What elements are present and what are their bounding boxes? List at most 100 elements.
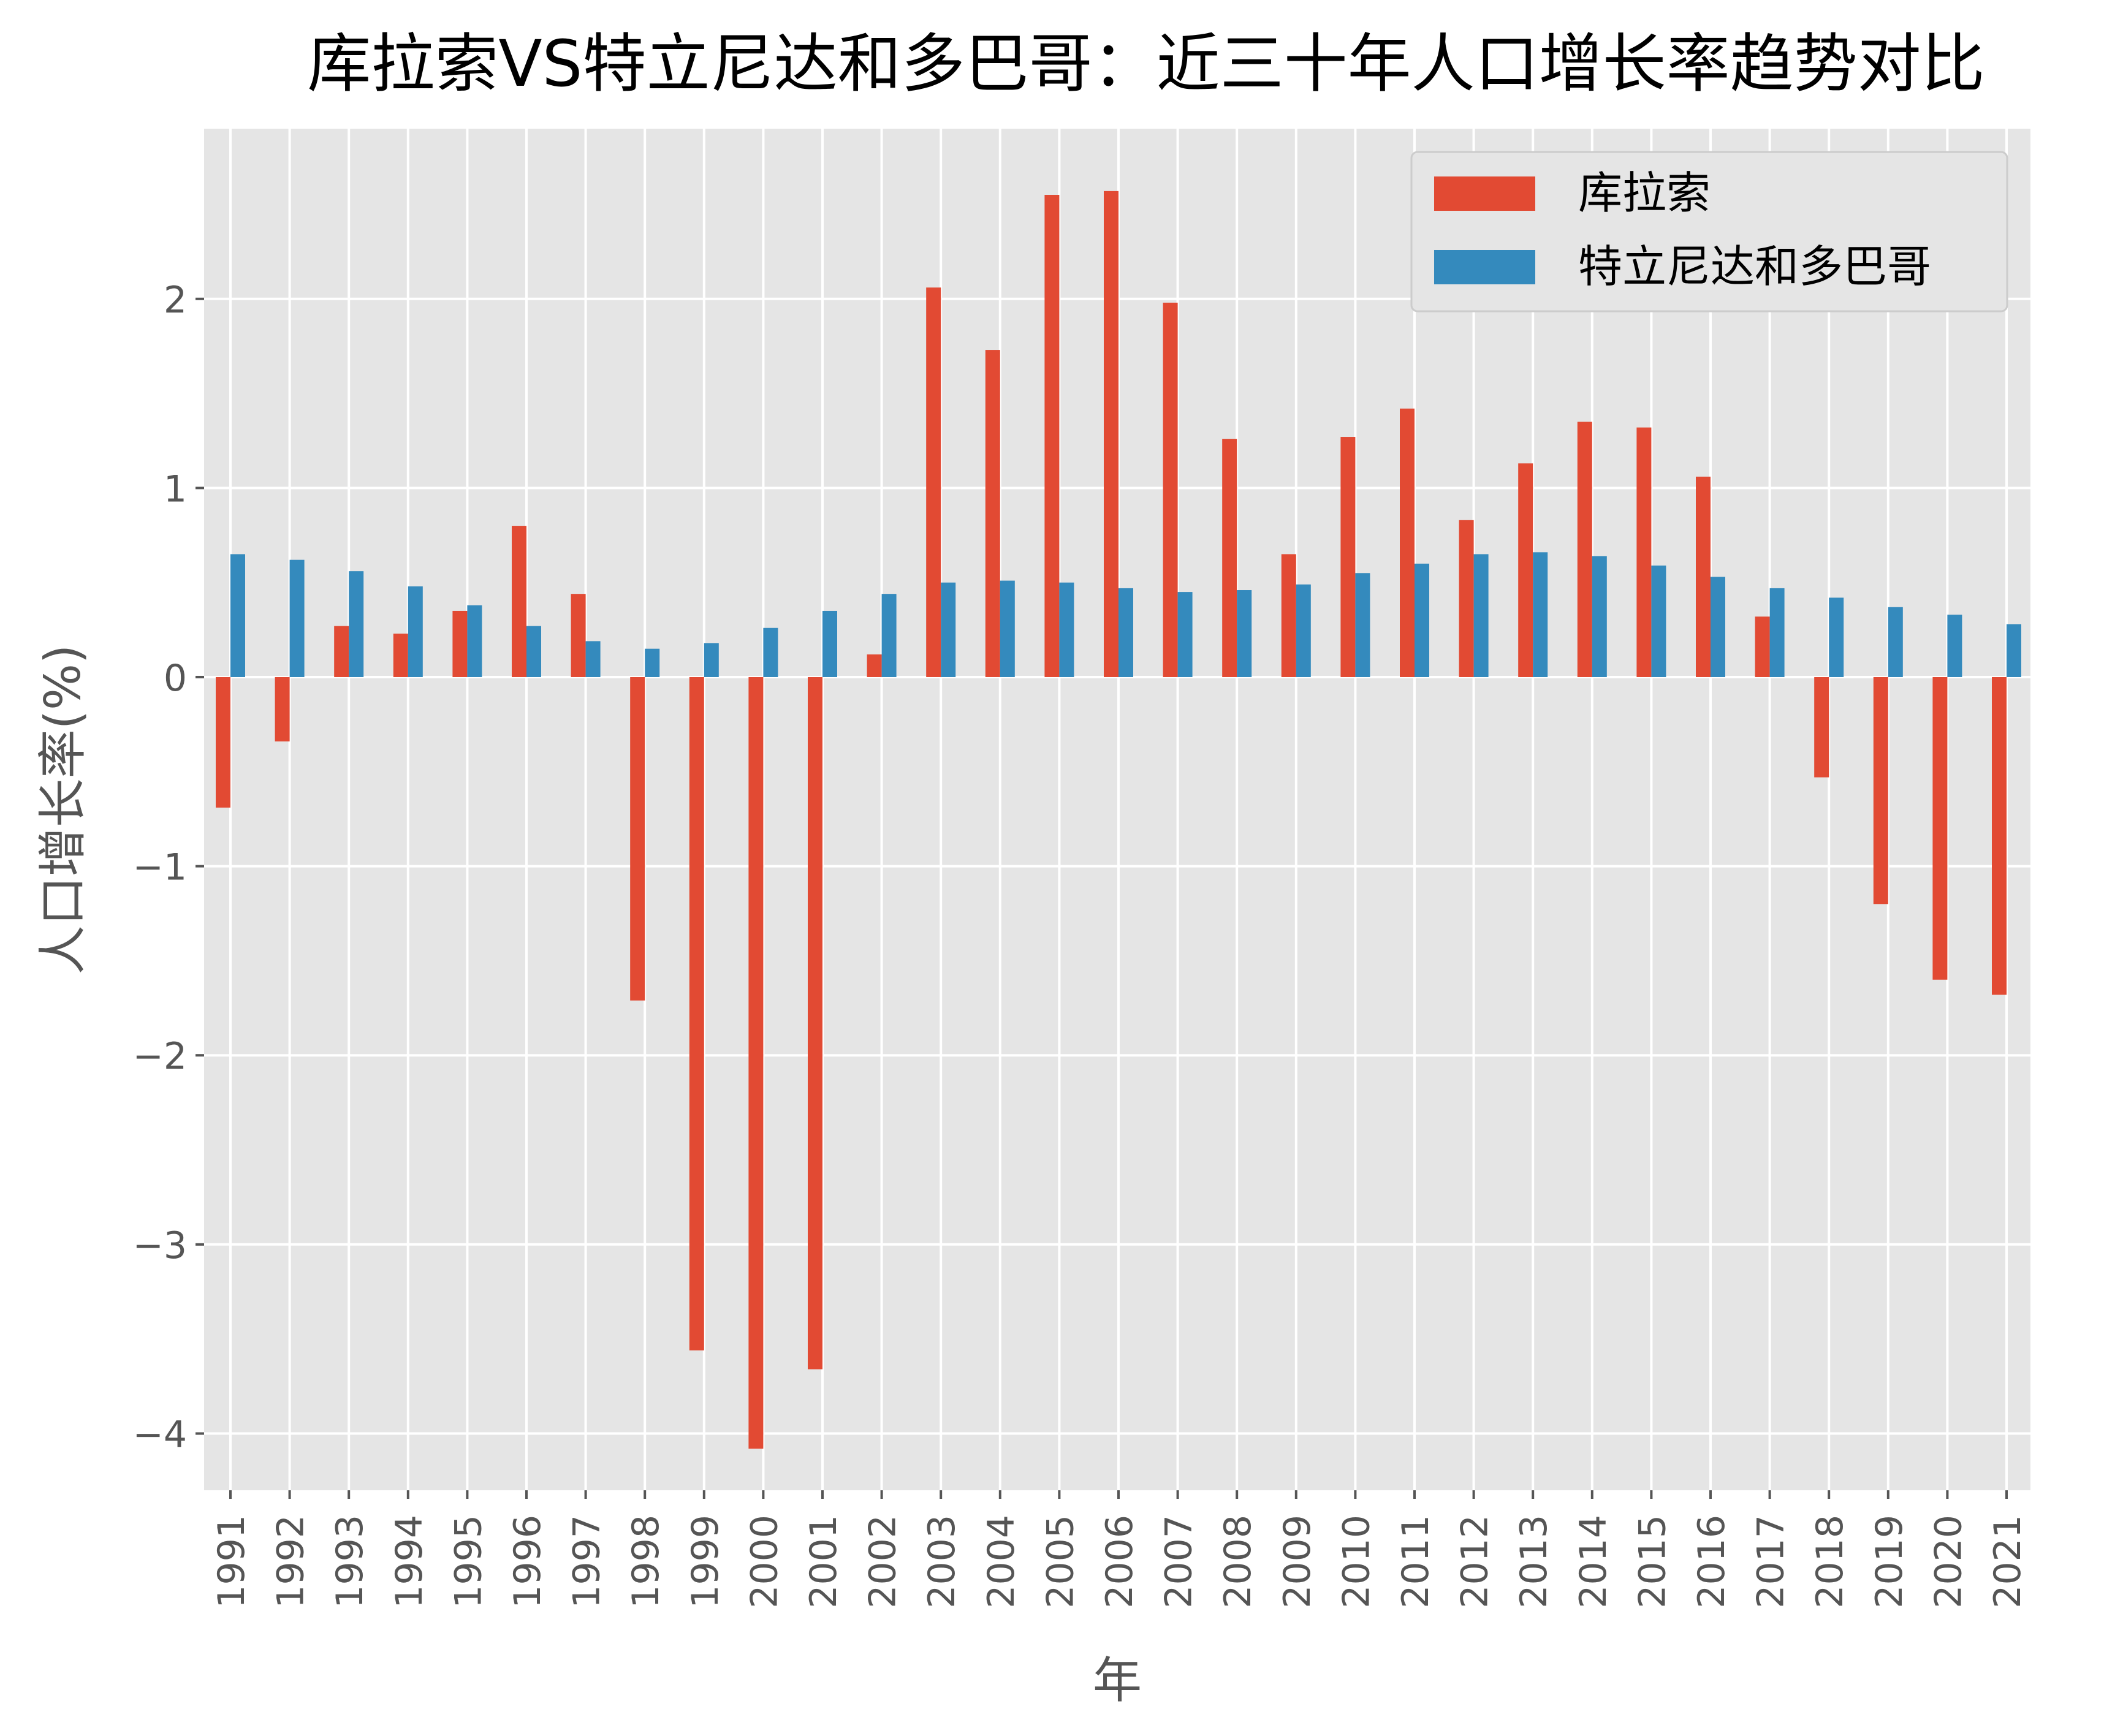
bar-trinidad-and-tobago <box>230 554 245 677</box>
legend: 库拉索 特立尼达和多巴哥 <box>1410 151 2008 313</box>
y-axis: −4 −3 −2 −1 0 1 2 <box>133 279 204 1456</box>
bar-curacao <box>748 677 764 1449</box>
x-tick-label: 1996 <box>506 1515 549 1609</box>
x-tick-label: 1998 <box>625 1515 667 1609</box>
x-tick-label: 1997 <box>566 1515 609 1609</box>
legend-swatch-curacao <box>1434 176 1535 211</box>
bar-curacao <box>1044 195 1060 677</box>
x-axis-label: 年 <box>1093 1652 1142 1709</box>
chart-title: 库拉索VS特立尼达和多巴哥：近三十年人口增长率趋势对比 <box>307 26 1984 101</box>
bar-curacao <box>1696 476 1711 677</box>
x-tick-label: 2019 <box>1868 1515 1911 1609</box>
bar-trinidad-and-tobago <box>1769 588 1785 677</box>
y-tick-label: −2 <box>133 1035 187 1078</box>
x-axis: 1991 1992 1993 1994 1995 1996 1997 1998 1999 2000… <box>210 1490 2029 1609</box>
x-tick-label: 2018 <box>1809 1515 1851 1609</box>
x-tick-label: 2017 <box>1750 1515 1793 1609</box>
bar-trinidad-and-tobago <box>526 626 541 677</box>
bar-curacao <box>1281 554 1296 677</box>
x-tick-label: 2006 <box>1098 1515 1141 1609</box>
x-tick-label: 2012 <box>1454 1515 1497 1609</box>
bar-trinidad-and-tobago <box>1888 607 1903 677</box>
bar-trinidad-and-tobago <box>1059 582 1074 677</box>
bar-curacao <box>512 526 526 677</box>
bar-trinidad-and-tobago <box>289 559 305 677</box>
x-tick-label: 2016 <box>1690 1515 1733 1609</box>
bar-curacao <box>1163 302 1178 677</box>
bars <box>216 191 2021 1449</box>
bar-curacao <box>1636 427 1652 677</box>
bar-trinidad-and-tobago <box>408 586 423 677</box>
bar-curacao <box>1992 677 2007 995</box>
x-tick-label: 2009 <box>1276 1515 1319 1609</box>
bar-trinidad-and-tobago <box>1296 584 1311 677</box>
x-tick-label: 2004 <box>980 1515 1023 1609</box>
x-tick-label: 2011 <box>1394 1515 1437 1609</box>
y-tick-label: −3 <box>133 1224 187 1267</box>
y-tick-label: 0 <box>164 657 187 700</box>
x-tick-label: 2000 <box>743 1515 786 1609</box>
x-tick-label: 2003 <box>921 1515 963 1609</box>
x-tick-label: 2005 <box>1039 1515 1082 1609</box>
bar-curacao <box>1222 439 1237 677</box>
bar-curacao <box>216 677 230 808</box>
x-tick-label: 1993 <box>329 1515 371 1609</box>
bar-curacao <box>1755 616 1770 677</box>
y-axis-label: 人口增长率(%) <box>34 645 91 974</box>
bar-trinidad-and-tobago <box>1415 563 1429 677</box>
y-tick-label: 2 <box>164 279 187 322</box>
bar-curacao <box>334 626 349 677</box>
bar-curacao <box>1518 463 1533 677</box>
bar-trinidad-and-tobago <box>1237 590 1252 677</box>
x-tick-label: 2007 <box>1158 1515 1201 1609</box>
bar-curacao <box>867 654 882 677</box>
bar-trinidad-and-tobago <box>704 643 719 677</box>
bar-trinidad-and-tobago <box>881 594 897 677</box>
x-tick-label: 2002 <box>862 1515 905 1609</box>
bar-curacao <box>393 633 408 677</box>
y-tick-label: 1 <box>164 468 187 510</box>
x-tick-label: 1999 <box>684 1515 727 1609</box>
x-tick-label: 1992 <box>270 1515 313 1609</box>
bar-curacao <box>571 594 586 677</box>
x-tick-label: 2014 <box>1572 1515 1615 1609</box>
x-tick-label: 1995 <box>447 1515 490 1609</box>
legend-box <box>1410 151 2008 313</box>
x-tick-label: 1994 <box>388 1515 431 1609</box>
bar-trinidad-and-tobago <box>1651 565 1666 677</box>
bar-trinidad-and-tobago <box>585 641 601 677</box>
bar-trinidad-and-tobago <box>1118 588 1133 677</box>
bar-trinidad-and-tobago <box>349 571 364 677</box>
bar-curacao <box>985 350 1000 677</box>
x-tick-label: 2021 <box>1986 1515 2029 1609</box>
x-tick-label: 2010 <box>1335 1515 1378 1609</box>
bar-curacao <box>1873 677 1888 904</box>
bar-trinidad-and-tobago <box>1355 573 1370 677</box>
bar-curacao <box>1340 437 1356 677</box>
bar-trinidad-and-tobago <box>467 605 482 677</box>
bar-curacao <box>630 677 645 1001</box>
bar-curacao <box>275 677 290 741</box>
bar-trinidad-and-tobago <box>1000 580 1015 677</box>
bar-trinidad-and-tobago <box>1592 556 1607 677</box>
bar-curacao <box>808 677 822 1370</box>
bar-trinidad-and-tobago <box>1711 577 1725 677</box>
bar-trinidad-and-tobago <box>1473 554 1489 677</box>
bar-curacao <box>1932 677 1948 980</box>
x-tick-label: 1991 <box>210 1515 253 1609</box>
bar-trinidad-and-tobago <box>1947 615 1962 677</box>
legend-label-curacao: 库拉索 <box>1578 167 1711 219</box>
bar-trinidad-and-tobago <box>1533 552 1548 677</box>
legend-swatch-trinidad-and-tobago <box>1434 250 1535 284</box>
bar-trinidad-and-tobago <box>763 627 778 677</box>
legend-label-trinidad-and-tobago: 特立尼达和多巴哥 <box>1578 241 1931 292</box>
bar-curacao <box>1459 520 1474 677</box>
bar-trinidad-and-tobago <box>2007 624 2021 677</box>
bar-curacao <box>1400 408 1415 677</box>
bar-curacao <box>1814 677 1829 778</box>
x-tick-label: 2013 <box>1513 1515 1555 1609</box>
y-tick-label: −4 <box>133 1413 187 1456</box>
y-tick-label: −1 <box>133 846 187 889</box>
x-tick-label: 2015 <box>1631 1515 1674 1609</box>
